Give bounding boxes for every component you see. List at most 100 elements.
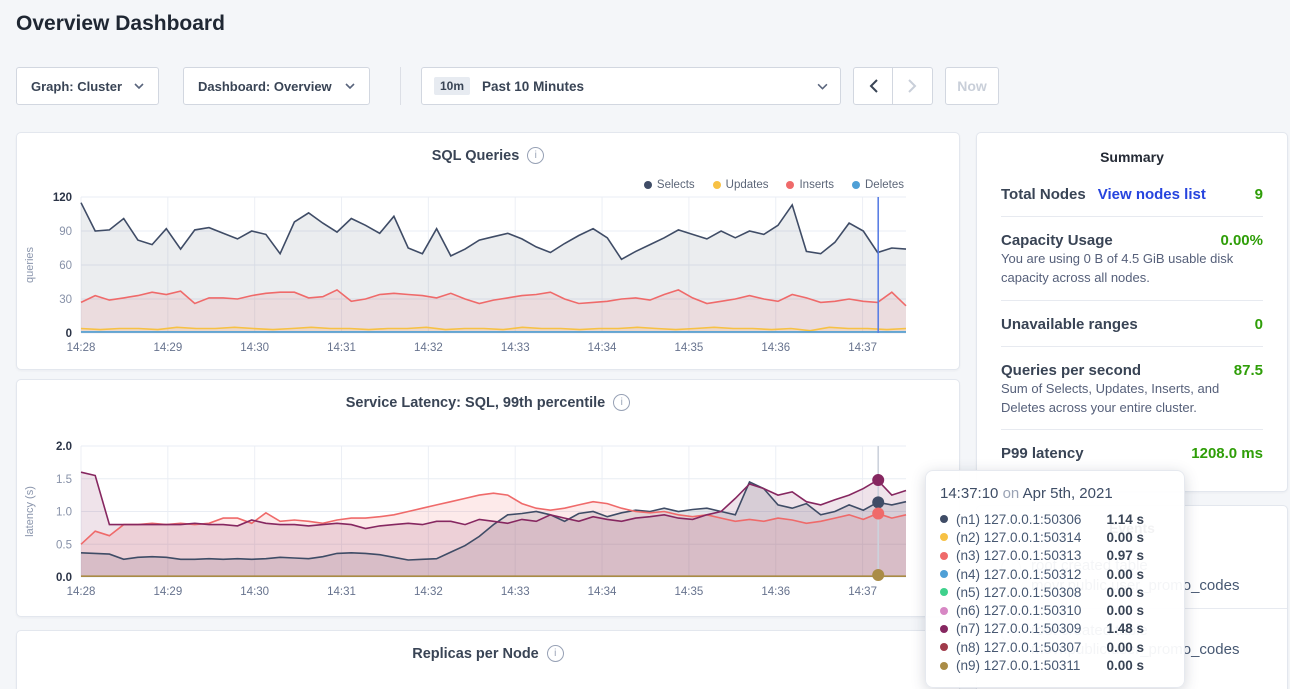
svg-text:14:31: 14:31 <box>327 342 356 354</box>
legend-dot-icon <box>643 181 652 189</box>
svg-text:30: 30 <box>59 294 72 306</box>
svg-text:14:35: 14:35 <box>675 342 704 354</box>
summary-row-total-nodes: Total Nodes View nodes list 9 <box>1001 171 1263 217</box>
svg-text:14:35: 14:35 <box>675 586 704 598</box>
capacity-usage-value: 0.00% <box>1220 232 1263 249</box>
info-icon[interactable] <box>527 147 545 164</box>
node-color-dot-icon <box>940 515 948 524</box>
view-nodes-list-link[interactable]: View nodes list <box>1097 186 1206 203</box>
svg-text:14:33: 14:33 <box>501 342 530 354</box>
node-latency-value: 0.00 s <box>1106 566 1144 582</box>
node-color-dot-icon <box>940 643 948 652</box>
dashboard-dropdown-label: Dashboard: Overview <box>198 78 332 94</box>
replicas-chart-title: Replicas per Node <box>412 645 539 662</box>
legend-dot-icon <box>786 181 795 189</box>
svg-text:1.5: 1.5 <box>56 474 72 486</box>
svg-text:14:30: 14:30 <box>240 586 269 598</box>
svg-text:1.0: 1.0 <box>56 507 72 519</box>
qps-label: Queries per second <box>1001 361 1142 379</box>
unavailable-ranges-value: 0 <box>1254 315 1263 333</box>
svg-text:14:29: 14:29 <box>153 342 182 354</box>
node-latency-value: 0.97 s <box>1106 548 1144 564</box>
time-nav-group <box>853 67 933 105</box>
tooltip-node-row: (n7) 127.0.0.1:50309 1.48 s <box>940 620 1170 638</box>
legend-item-inserts[interactable]: Inserts <box>786 179 834 191</box>
chevron-left-icon <box>869 79 878 93</box>
time-next-button[interactable] <box>893 67 933 105</box>
sql-queries-chart[interactable]: 14:28 14:29 14:30 14:31 14:32 14:33 14:34 14:35… <box>17 191 960 363</box>
legend-item-selects[interactable]: Selects <box>643 179 695 191</box>
info-icon[interactable] <box>546 645 564 662</box>
unavailable-ranges-label: Unavailable ranges <box>1001 315 1138 333</box>
svg-text:14:37: 14:37 <box>848 342 877 354</box>
now-button[interactable]: Now <box>945 67 999 105</box>
svg-text:14:33: 14:33 <box>501 586 530 598</box>
svg-text:14:32: 14:32 <box>414 586 443 598</box>
time-prev-button[interactable] <box>853 67 893 105</box>
svg-text:0: 0 <box>66 328 72 340</box>
node-color-dot-icon <box>940 624 948 633</box>
legend-label: Selects <box>656 179 695 191</box>
legend-label: Inserts <box>799 179 834 191</box>
legend-item-deletes[interactable]: Deletes <box>852 179 904 191</box>
node-address: (n9) 127.0.0.1:50311 <box>956 658 1081 674</box>
node-address: (n5) 127.0.0.1:50308 <box>956 584 1082 600</box>
p99-latency-label: P99 latency <box>1001 445 1084 463</box>
svg-text:14:32: 14:32 <box>414 342 443 354</box>
tooltip-node-row: (n3) 127.0.0.1:50313 0.97 s <box>940 547 1170 565</box>
page-title: Overview Dashboard <box>16 12 225 35</box>
time-window-label: Past 10 Minutes <box>482 78 585 94</box>
node-address: (n6) 127.0.0.1:50310 <box>956 603 1082 619</box>
summary-panel: Summary Total Nodes View nodes list 9 Ca… <box>976 132 1288 492</box>
node-color-dot-icon <box>940 533 948 542</box>
dashboard-controls: Graph: Cluster Dashboard: Overview 10m P… <box>16 67 999 105</box>
svg-text:14:30: 14:30 <box>240 342 269 354</box>
svg-text:2.0: 2.0 <box>56 441 72 453</box>
tooltip-node-row: (n9) 127.0.0.1:50311 0.00 s <box>940 656 1170 674</box>
node-latency-value: 1.14 s <box>1106 511 1144 527</box>
tooltip-on-word: on <box>1002 485 1020 502</box>
tooltip-date: Apr 5th, 2021 <box>1022 485 1113 502</box>
service-latency-panel: Service Latency: SQL, 99th percentile 14… <box>16 379 960 617</box>
p99-latency-value: 1208.0 ms <box>1191 445 1263 463</box>
controls-divider <box>400 67 401 105</box>
service-latency-chart-title: Service Latency: SQL, 99th percentile <box>345 394 606 411</box>
legend-dot-icon <box>852 181 860 189</box>
tooltip-timestamp: 14:37:10 on Apr 5th, 2021 <box>940 485 1170 502</box>
svg-text:14:37: 14:37 <box>848 586 877 598</box>
summary-row-qps: Queries per second 87.5 Sum of Selects, … <box>1001 347 1263 431</box>
graph-scope-dropdown[interactable]: Graph: Cluster <box>16 67 159 105</box>
node-latency-value: 0.00 s <box>1106 529 1144 545</box>
node-latency-value: 1.48 s <box>1106 621 1144 637</box>
total-nodes-label: Total Nodes <box>1001 186 1086 203</box>
node-color-dot-icon <box>940 588 948 597</box>
node-latency-value: 0.00 s <box>1106 639 1144 655</box>
replicas-per-node-panel: Replicas per Node <box>16 630 960 689</box>
node-latency-value: 0.00 s <box>1106 603 1144 619</box>
capacity-usage-label: Capacity Usage <box>1001 232 1113 249</box>
summary-row-capacity: Capacity Usage 0.00% You are using 0 B o… <box>1001 217 1263 301</box>
dashboard-dropdown[interactable]: Dashboard: Overview <box>183 67 370 105</box>
chart-hover-tooltip: 14:37:10 on Apr 5th, 2021 (n1) 127.0.0.1… <box>925 470 1185 688</box>
svg-text:14:36: 14:36 <box>761 586 790 598</box>
node-address: (n2) 127.0.0.1:50314 <box>956 529 1082 545</box>
info-icon[interactable] <box>613 394 631 411</box>
tooltip-node-row: (n2) 127.0.0.1:50314 0.00 s <box>940 528 1170 546</box>
svg-text:latency (s): latency (s) <box>24 486 36 537</box>
svg-text:14:34: 14:34 <box>588 342 617 354</box>
tooltip-node-row: (n8) 127.0.0.1:50307 0.00 s <box>940 638 1170 656</box>
node-address: (n1) 127.0.0.1:50306 <box>956 511 1082 527</box>
time-window-selector[interactable]: 10m Past 10 Minutes <box>421 67 841 105</box>
sql-queries-chart-title: SQL Queries <box>431 147 520 164</box>
summary-row-unavailable-ranges: Unavailable ranges 0 <box>1001 301 1263 347</box>
chevron-right-icon <box>908 79 917 93</box>
svg-text:14:31: 14:31 <box>327 586 356 598</box>
tooltip-node-rows: (n1) 127.0.0.1:50306 1.14 s (n2) 127.0.0.1… <box>940 510 1170 675</box>
service-latency-chart[interactable]: 14:28 14:29 14:30 14:31 14:32 14:33 14:34 14:35… <box>17 438 960 605</box>
tooltip-node-row: (n6) 127.0.0.1:50310 0.00 s <box>940 601 1170 619</box>
svg-text:0.5: 0.5 <box>56 539 72 551</box>
legend-item-updates[interactable]: Updates <box>712 179 768 191</box>
svg-text:14:36: 14:36 <box>761 342 790 354</box>
legend-label: Deletes <box>865 179 904 191</box>
node-color-dot-icon <box>940 570 948 579</box>
